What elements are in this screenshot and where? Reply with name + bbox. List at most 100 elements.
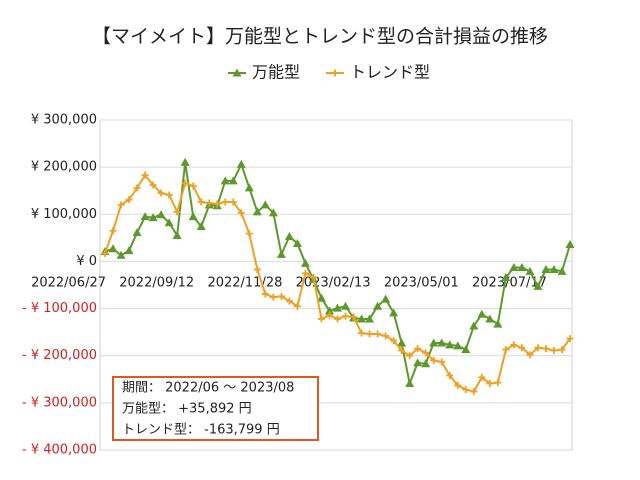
point-marker <box>374 330 382 338</box>
point-marker <box>237 209 245 217</box>
point-marker <box>397 338 407 347</box>
point-marker <box>357 314 367 323</box>
point-marker <box>502 346 510 354</box>
point-marker <box>509 263 519 272</box>
point-marker <box>245 230 253 238</box>
point-marker <box>309 273 317 281</box>
point-marker <box>133 184 141 192</box>
point-marker <box>277 292 285 300</box>
point-marker <box>453 341 463 350</box>
point-marker <box>261 290 269 298</box>
point-marker <box>462 386 470 394</box>
x-tick-label: 2023/02/13 <box>296 276 371 291</box>
point-marker <box>486 380 494 388</box>
point-marker <box>542 345 550 353</box>
x-tick-label: 2022/06/27 <box>31 276 106 291</box>
point-marker <box>430 356 438 364</box>
point-marker <box>541 264 551 273</box>
point-marker <box>101 249 109 257</box>
point-marker <box>333 303 342 312</box>
point-marker <box>269 293 277 301</box>
point-marker <box>172 231 182 239</box>
legend-marker <box>232 68 242 77</box>
point-marker <box>285 297 293 305</box>
point-marker <box>324 306 334 315</box>
point-marker <box>517 263 527 272</box>
point-marker <box>550 347 558 355</box>
point-marker <box>284 231 294 240</box>
point-marker <box>421 359 431 368</box>
point-marker <box>413 358 423 367</box>
point-marker <box>557 266 567 275</box>
point-marker <box>140 212 150 221</box>
point-marker <box>205 199 213 207</box>
annotation-text: 期間： 2022/06 ～ 2023/08 <box>122 381 294 396</box>
y-tick-label: ¥ 200,000 <box>31 160 97 175</box>
y-tick-label: - ¥ 400,000 <box>22 443 97 458</box>
point-marker <box>148 213 158 222</box>
point-marker <box>117 201 125 209</box>
point-marker <box>406 352 414 360</box>
point-marker <box>422 349 430 357</box>
point-marker <box>445 340 455 349</box>
point-marker <box>157 189 165 197</box>
point-marker <box>301 269 309 277</box>
legend-marker <box>331 69 339 77</box>
point-marker <box>124 246 134 255</box>
point-marker <box>141 171 149 179</box>
x-tick-label: 2022/11/28 <box>207 276 282 291</box>
point-marker <box>414 345 422 353</box>
legend-label: トレンド型 <box>350 63 430 82</box>
annotation-text: 万能型： +35,892 円 <box>122 402 252 417</box>
point-marker <box>341 301 351 310</box>
point-marker <box>108 244 118 253</box>
point-marker <box>132 228 142 237</box>
point-marker <box>405 379 415 388</box>
point-marker <box>526 351 534 359</box>
point-marker <box>316 293 326 302</box>
point-marker <box>494 379 502 387</box>
point-marker <box>197 198 205 206</box>
x-tick-label: 2023/05/01 <box>384 276 459 291</box>
point-marker <box>213 200 221 208</box>
point-marker <box>382 332 390 340</box>
point-marker <box>390 337 398 345</box>
point-marker <box>477 309 487 318</box>
point-marker <box>165 191 173 199</box>
chart-title: 【マイメイト】万能型とトレンド型の合計損益の推移 <box>92 26 548 48</box>
point-marker <box>501 272 511 281</box>
point-marker <box>300 258 310 267</box>
point-marker <box>116 250 126 259</box>
point-marker <box>317 315 325 323</box>
point-marker <box>221 198 229 206</box>
point-marker <box>461 345 471 354</box>
point-marker <box>276 249 286 258</box>
y-tick-label: - ¥ 300,000 <box>22 395 97 410</box>
point-marker <box>156 210 166 219</box>
point-marker <box>437 338 447 347</box>
point-marker <box>446 372 454 380</box>
y-tick-label: ¥ 300,000 <box>31 113 97 128</box>
point-marker <box>164 218 174 227</box>
annotation-text: トレンド型： -163,799 円 <box>122 423 280 438</box>
point-marker <box>373 301 383 310</box>
point-marker <box>493 319 503 328</box>
point-marker <box>342 312 350 320</box>
point-marker <box>558 346 566 354</box>
point-marker <box>196 222 206 231</box>
point-marker <box>228 176 238 185</box>
point-marker <box>518 344 526 352</box>
annotation-box <box>112 376 319 441</box>
point-marker <box>350 313 358 321</box>
point-marker <box>389 308 399 317</box>
point-marker <box>398 347 406 355</box>
point-marker <box>334 315 341 323</box>
y-tick-label: - ¥ 200,000 <box>22 348 97 363</box>
point-marker <box>429 338 439 347</box>
x-tick-label: 2023/07/17 <box>472 276 547 291</box>
legend-label: 万能型 <box>252 63 300 82</box>
point-marker <box>260 200 270 209</box>
point-marker <box>478 373 486 381</box>
point-marker <box>173 208 181 216</box>
